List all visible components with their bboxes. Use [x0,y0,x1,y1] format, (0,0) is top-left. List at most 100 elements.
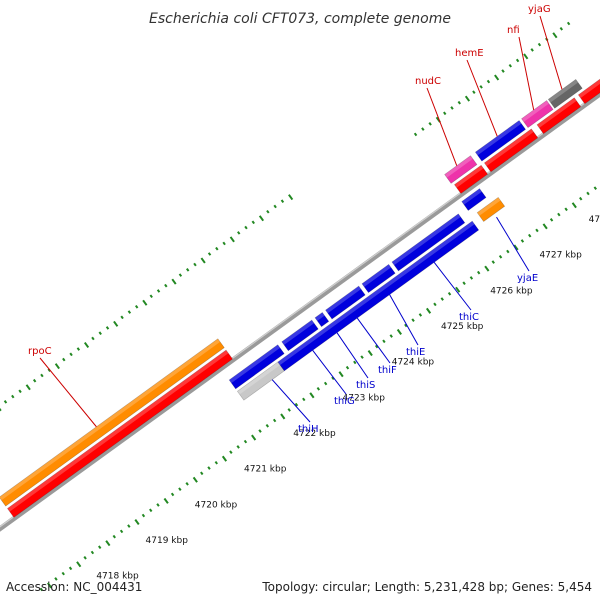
gene-block-nudC [444,155,478,184]
tick-mark [484,265,490,272]
tick-mark [39,587,44,592]
gene-label-thiF: thiF [378,365,397,376]
gene-label-thiG: thiG [334,396,355,407]
kbp-label: 4723 kbp [343,393,386,403]
gene-features [0,78,600,518]
tick-mark [272,418,277,423]
tick-mark [164,283,168,288]
tick-mark [515,58,520,63]
tick-mark [338,371,344,378]
tick-mark [557,212,561,217]
tick-mark [163,497,169,504]
gene-block-red [454,164,489,194]
tick-mark [222,241,226,246]
tick-mark [440,297,444,301]
tick-mark [76,561,82,568]
tick-mark [76,347,81,351]
tick-mark [119,529,124,534]
tick-mark [396,328,402,335]
kbp-label: 4720 kbp [195,500,238,510]
tick-mark [425,307,432,314]
tick-mark [0,407,2,412]
gene-block-blue [391,213,466,272]
tick-mark [215,246,219,251]
kbp-label: 4727 kbp [539,251,582,261]
tick-mark [549,218,554,222]
gene-block-nfi [521,100,554,129]
tick-mark [134,305,139,309]
tick-mark [178,273,183,277]
tick-mark [265,423,270,428]
tick-mark [491,260,495,264]
gene-block-blue-shade [461,188,482,205]
gene-block-red-shade [484,128,534,167]
tick-mark [494,74,500,81]
gene-block-hemE [474,120,526,162]
tick-mark [54,363,60,370]
gene-block-red [7,349,233,518]
tick-mark [25,384,31,391]
gene-leader-line [433,262,472,311]
gene-label-yjaE: yjaE [517,273,538,284]
tick-mark [236,445,240,449]
kbp-label: 4719 kbp [146,536,189,546]
tick-mark [360,355,364,359]
tick-mark [229,450,233,454]
gene-block-red-shade [7,350,229,512]
tick-mark [11,394,15,399]
tick-mark [564,207,568,212]
gene-label-nfi: nfi [507,25,520,36]
tick-mark [374,344,379,349]
tick-mark [433,302,437,307]
gene-block-hemE-shade [475,120,522,156]
tick-mark [141,513,146,518]
gene-label-thiC: thiC [459,312,479,323]
tick-mark [229,236,235,243]
tick-mark [91,336,95,341]
tick-mark [457,100,461,105]
tick-mark [149,508,153,513]
tick-mark [221,455,228,462]
tick-mark [520,239,525,243]
tick-mark [513,244,519,251]
tick-mark [566,21,571,26]
tick-mark [552,32,558,39]
tick-mark [61,571,65,576]
kbp-label: 4728 kbp [589,215,600,225]
gene-label-thiE: thiE [406,347,425,358]
tick-mark [418,313,423,317]
tick-mark [331,376,335,381]
tick-mark [309,392,315,399]
tick-mark [251,220,255,225]
map-title: Escherichia coli CFT073, complete genome [149,11,451,27]
tick-mark [192,476,198,483]
tick-mark [280,413,286,420]
kbp-label: 4724 kbp [392,358,435,368]
gene-block-red [536,97,582,135]
gene-block-blue [461,188,487,211]
tick-mark [193,262,197,267]
tick-mark [142,299,148,306]
tick-mark [3,400,8,404]
tick-mark [571,202,577,209]
kbp-label: 4722 kbp [293,429,336,439]
tick-mark [40,373,44,378]
tick-mark [530,48,534,52]
tick-mark [258,429,262,433]
tick-mark [323,381,328,386]
tick-mark [443,111,447,116]
tick-mark [535,228,539,233]
gene-block-red-shade [578,79,600,98]
kbp-label: 4726 kbp [490,286,533,296]
tick-mark [404,323,408,328]
gene-block-rpoC [0,338,225,507]
tick-mark [200,471,204,476]
gene-block-red-shade [454,165,484,188]
gene-label-rpoC: rpoC [28,346,52,357]
tick-mark [69,352,73,357]
gene-block-blue [228,344,285,390]
tick-mark [90,550,95,555]
tick-mark [472,90,476,94]
